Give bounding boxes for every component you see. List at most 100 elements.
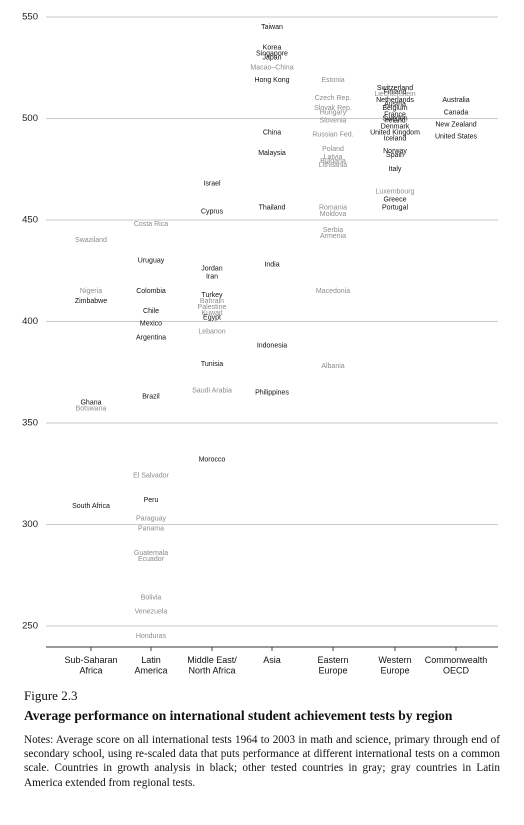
data-point-label: Jordan [201, 266, 223, 273]
data-point-label: Luxembourg [376, 188, 415, 195]
data-point-label: Paraguay [136, 515, 166, 522]
chart: 250 300 350 400 450 500 550 Swaziland Nigeria Zi… [22, 12, 498, 676]
data-point-label: India [264, 262, 279, 269]
data-point-label: Saudi Arabia [192, 387, 232, 394]
x-category-line: OECD [443, 666, 470, 676]
data-point-label: Romania [319, 205, 347, 212]
data-point-label: France [384, 111, 406, 118]
y-tick-label: 450 [22, 215, 38, 226]
data-point-label: Thailand [259, 205, 286, 212]
y-tick-label: 500 [22, 113, 38, 124]
data-point-label: Guatemala [134, 550, 168, 557]
data-point-label: Sweden [382, 115, 407, 122]
data-point-label: Kuwait [201, 310, 222, 317]
data-point-label: Slovenia [320, 117, 347, 124]
data-point-label: South Africa [72, 503, 110, 510]
data-point-label: Bahrain [200, 298, 224, 305]
data-point-label: Iran [206, 274, 218, 281]
data-point-label: Albania [321, 363, 344, 370]
data-point-label: Bolivia [141, 594, 162, 601]
data-point-label: Australia [442, 97, 469, 104]
data-point-label: Belgium [382, 105, 407, 112]
figure-label: Figure 2.3 [24, 688, 78, 703]
x-category-line: America [134, 666, 167, 676]
y-tick-label: 400 [22, 316, 38, 327]
data-point-label: Mexico [140, 320, 162, 327]
x-category-line: Middle East/ [187, 655, 237, 665]
data-point-label: Turkey [201, 292, 223, 299]
data-point-label: Honduras [136, 633, 167, 640]
x-category-line: North Africa [188, 666, 235, 676]
x-category-line: Commonwealth [425, 655, 488, 665]
data-point-label: Costa Rica [134, 221, 168, 228]
data-point-label: Denmark [381, 123, 410, 130]
y-tick-label: 550 [22, 12, 38, 23]
data-point-label: Indonesia [257, 343, 287, 350]
x-axis-category-labels: Sub-Saharan Africa Latin America Middle East… [64, 655, 487, 676]
figure-notes: Notes: Average score on all internationa… [24, 734, 500, 789]
x-category-label: Eastern Europe [317, 655, 348, 676]
x-category-line: Asia [263, 655, 281, 665]
data-point-label: Brazil [142, 393, 160, 400]
data-point-label: Ireland [384, 117, 406, 124]
data-point-label: Uruguay [138, 257, 165, 264]
data-point-label: Estonia [321, 77, 344, 84]
data-point-label: Israel [203, 180, 221, 187]
data-point-label: Portugal [382, 205, 409, 212]
data-point-label: Netherlands [376, 97, 414, 104]
data-point-label: Iceland [384, 136, 407, 143]
data-point-label: United States [435, 134, 478, 141]
data-point-label: Italy [389, 166, 402, 173]
data-point-label: Poland [322, 146, 344, 153]
data-point-label: Hong Kong [254, 77, 289, 84]
data-point-label: Finland [384, 89, 407, 96]
data-point-label: Colombia [136, 288, 166, 295]
data-point-label: Moldova [320, 211, 347, 218]
x-category-line: Europe [318, 666, 347, 676]
data-point-label: Serbia [323, 227, 343, 234]
data-point-label: Norway [383, 148, 407, 155]
data-point-label: Slovak Rep. [314, 105, 352, 112]
x-category-line: Latin [141, 655, 161, 665]
figure-caption: Figure 2.3 Average performance on intern… [24, 688, 500, 790]
data-point-label: Spain [386, 152, 404, 159]
data-point-label: Bulgaria [320, 158, 346, 165]
data-point-label: Latvia [324, 154, 343, 161]
data-point-label: United Kingdom [370, 130, 420, 137]
x-category-label: Middle East/North Africa [187, 655, 237, 676]
data-point-label: Palestine [198, 304, 227, 311]
data-point-label: Austria [384, 101, 406, 108]
data-point-label: Argentina [136, 335, 166, 342]
data-point-label: New Zealand [435, 121, 476, 128]
data-point-label: Japan [262, 54, 281, 61]
x-category-line: Eastern [317, 655, 348, 665]
data-point-label: Macedonia [316, 288, 350, 295]
data-point-label: Hungary [320, 109, 347, 116]
data-point-label: Morocco [199, 456, 226, 463]
data-point-label: Panama [138, 525, 164, 532]
data-point-label: Peru [144, 497, 159, 504]
data-point-label: Nigeria [80, 288, 102, 295]
data-point-label: Venezuela [135, 609, 168, 616]
data-point-label: Chile [143, 308, 159, 315]
data-point-label: Malaysia [258, 150, 286, 157]
x-axis [46, 646, 498, 651]
x-category-label: Latin America [134, 655, 167, 676]
data-point-label: Botswana [76, 406, 107, 413]
data-point-label: Lithuania [319, 162, 348, 169]
y-tick-label: 350 [22, 418, 38, 429]
x-category-line: Western [378, 655, 411, 665]
x-category-line: Africa [79, 666, 102, 676]
data-point-label: Switzerland [377, 85, 413, 92]
x-category-line: Sub-Saharan [64, 655, 117, 665]
data-point-label: Egypt [203, 314, 221, 321]
data-point-label: Russian Fed. [312, 132, 353, 139]
data-point-label: Tunisia [201, 361, 223, 368]
data-point-label: Czech Rep. [315, 95, 352, 102]
x-category-line: Europe [380, 666, 409, 676]
data-point-label: Greece [384, 197, 407, 204]
data-point-label: El Salvador [133, 473, 169, 480]
x-category-label: Western Europe [378, 655, 411, 676]
data-point-label: Canada [444, 109, 469, 116]
x-category-label: Commonwealth OECD [425, 655, 488, 676]
